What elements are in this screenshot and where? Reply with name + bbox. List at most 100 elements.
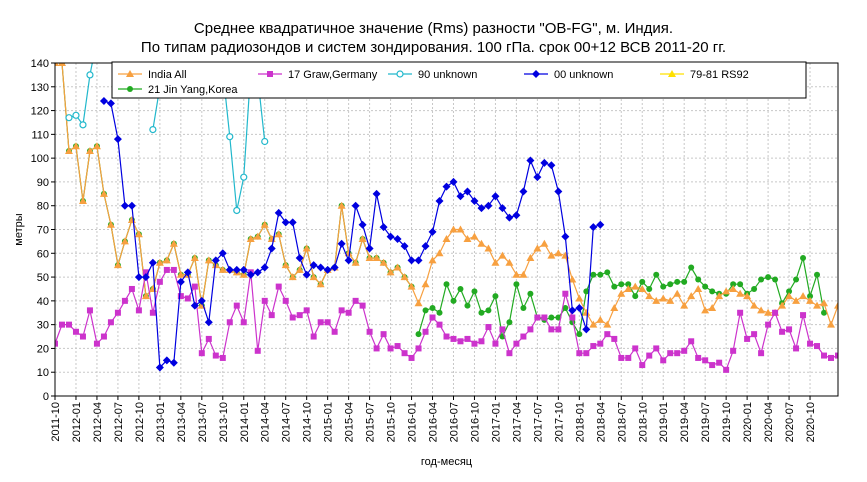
jin-yang-korea-point [548,314,555,321]
graw-germany-point [618,354,625,361]
india-all-point [715,292,724,300]
unknown-00-point [183,268,192,277]
jin-yang-korea-point [765,274,772,281]
x-tick-label: 2018-04 [595,402,607,442]
unknown-00-point [568,306,577,315]
y-tick-label: 90 [37,177,49,189]
unknown-00-point [260,263,269,272]
x-tick-label: 2017-01 [490,402,502,442]
x-tick-label: 2016-04 [428,402,440,442]
unknown-90-point [261,137,269,146]
india-all-point [64,147,73,155]
jin-yang-korea-point [709,288,716,295]
unknown-90-point [72,111,80,119]
india-all-point [470,232,479,240]
graw-germany-point [331,328,338,335]
india-all-point [162,256,171,264]
unknown-00-point [449,177,458,186]
graw-germany-point [345,309,352,316]
jin-yang-korea-point [793,276,800,283]
jin-yang-korea-point [562,304,569,311]
india-all-point [176,270,185,278]
india-all-point [540,239,549,247]
graw-germany-point [814,343,821,350]
graw-germany-point [72,328,79,335]
graw-germany-point [569,314,576,321]
india-all-point [764,308,773,316]
jin-yang-korea-point [674,278,681,285]
jin-yang-korea-point [660,283,667,290]
legend-label: 21 Jin Yang,Korea [148,84,238,96]
unknown-00-point [316,263,325,272]
graw-germany-point [170,266,177,273]
jin-yang-korea-point [527,290,534,297]
graw-germany-point [114,309,121,316]
jin-yang-korea-point [429,304,436,311]
graw-germany-point [289,314,296,321]
graw-germany-point [758,350,765,357]
x-tick-label: 2019-01 [658,402,670,442]
graw-germany-point [128,285,135,292]
india-all-point [274,230,283,238]
india-all-point [169,239,178,247]
india-all-point [820,299,829,307]
graw-germany-point [338,307,345,314]
unknown-00-point [330,263,339,272]
india-all-point [533,244,542,252]
graw-germany-point [471,340,478,347]
india-all-point [316,280,325,288]
india-all-point [526,254,535,262]
graw-germany-point [121,297,128,304]
x-tick-label: 2019-10 [721,402,733,442]
x-tick-label: 2018-01 [574,402,586,442]
y-tick-label: 110 [31,129,49,141]
graw-germany-point [436,321,443,328]
graw-germany-point [79,333,86,340]
x-tick-label: 2019-07 [700,402,712,442]
jin-yang-korea-point [786,288,793,295]
unknown-00-point [162,356,171,365]
x-tick-label: 2013-01 [155,402,167,442]
india-all-point [449,225,458,233]
jin-yang-korea-point [485,307,492,314]
india-all-point [708,303,717,311]
india-all-point [99,189,108,197]
graw-germany-point [695,354,702,361]
graw-germany-point [268,312,275,319]
unknown-90-line [68,63,93,127]
graw-germany-point [562,290,569,297]
unknown-00-point [344,256,353,265]
graw-germany-point [443,333,450,340]
graw-germany-point [65,321,72,328]
graw-germany-point [765,321,772,328]
unknown-00-point [463,187,472,196]
india-all-point [687,292,696,300]
unknown-00-point [148,258,157,267]
india-all-line [55,63,838,327]
x-tick-label: 2014-01 [239,402,251,442]
graw-germany-point [541,314,548,321]
jin-yang-korea-point [772,276,779,283]
grid-lines [54,62,838,397]
graw-germany-point [849,341,855,347]
india-all-point [113,261,122,269]
graw-germany-point [100,333,107,340]
unknown-00-point [337,239,346,248]
jin-yang-korea-point [443,281,450,288]
india-all-point [792,296,801,304]
unknown-00-point [253,268,262,277]
india-all-point [652,296,661,304]
graw-germany-point [429,314,436,321]
graw-germany-point [415,345,422,352]
jin-yang-korea-point [758,276,765,283]
x-tick-label: 2015-01 [323,402,335,442]
graw-germany-point [744,335,751,342]
unknown-00-point [267,244,276,253]
graw-germany-point [772,309,779,316]
y-tick-label: 60 [37,248,49,260]
chart-subtitle: По типам радиозондов и систем зондирован… [140,39,727,56]
unknown-00-point [246,270,255,279]
graw-germany-point [702,357,709,364]
unknown-00-point [519,187,528,196]
jin-yang-korea-point [520,304,527,311]
